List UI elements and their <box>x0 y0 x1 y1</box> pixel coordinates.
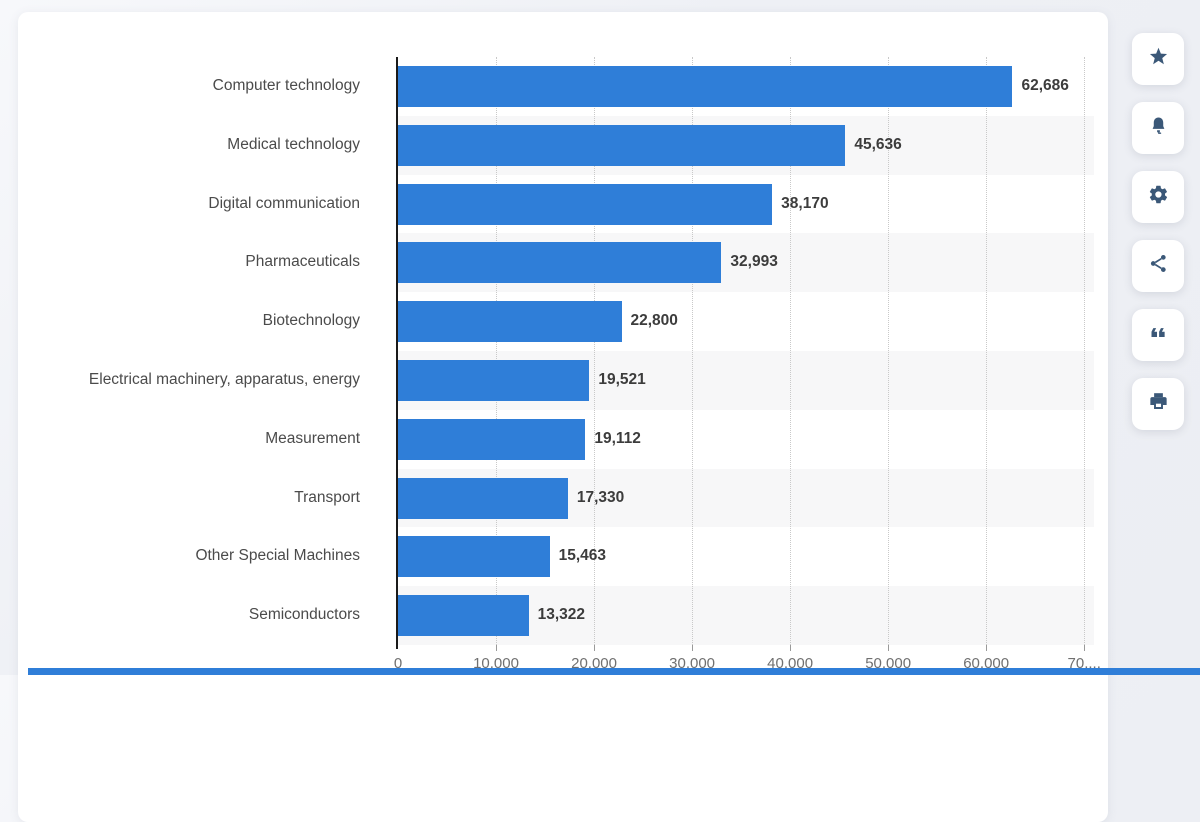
axis-tick <box>692 645 693 651</box>
bar[interactable] <box>398 595 529 636</box>
category-label: Computer technology <box>48 57 378 116</box>
category-label: Digital communication <box>48 175 378 234</box>
bar-value-label: 32,993 <box>730 233 777 292</box>
bar-value-label: 17,330 <box>577 469 624 528</box>
category-label: Biotechnology <box>48 292 378 351</box>
settings-button[interactable] <box>1132 171 1184 223</box>
category-label: Semiconductors <box>48 586 378 645</box>
share-button[interactable] <box>1132 240 1184 292</box>
axis-tick <box>790 645 791 651</box>
bell-icon <box>1148 115 1169 141</box>
axis-tick <box>986 645 987 651</box>
category-label: Medical technology <box>48 116 378 175</box>
favorite-button[interactable] <box>1132 33 1184 85</box>
bar[interactable] <box>398 360 589 401</box>
bar-value-label: 13,322 <box>538 586 585 645</box>
alert-button[interactable] <box>1132 102 1184 154</box>
category-label: Measurement <box>48 410 378 469</box>
cite-button[interactable] <box>1132 309 1184 361</box>
bar[interactable] <box>398 66 1012 107</box>
bar[interactable] <box>398 536 550 577</box>
gear-icon <box>1148 184 1169 210</box>
bottom-accent-bar <box>28 668 1200 675</box>
gridline <box>1084 57 1085 645</box>
bar-value-label: 19,112 <box>594 410 641 469</box>
bar-value-label: 45,636 <box>854 116 901 175</box>
bar-value-label: 22,800 <box>631 292 678 351</box>
bar-value-label: 38,170 <box>781 175 828 234</box>
category-label: Pharmaceuticals <box>48 233 378 292</box>
axis-tick <box>496 645 497 651</box>
gridline <box>986 57 987 645</box>
axis-tick <box>594 645 595 651</box>
quote-icon <box>1148 322 1169 348</box>
star-icon <box>1148 46 1169 72</box>
category-label: Electrical machinery, apparatus, energy <box>48 351 378 410</box>
category-label: Transport <box>48 469 378 528</box>
printer-icon <box>1148 391 1169 417</box>
print-button[interactable] <box>1132 378 1184 430</box>
bar[interactable] <box>398 301 622 342</box>
bar-value-label: 19,521 <box>598 351 645 410</box>
axis-tick <box>1084 645 1085 651</box>
bar[interactable] <box>398 242 721 283</box>
bar[interactable] <box>398 419 585 460</box>
bar[interactable] <box>398 184 772 225</box>
share-icon <box>1148 253 1169 279</box>
bar[interactable] <box>398 478 568 519</box>
bar[interactable] <box>398 125 845 166</box>
bar-value-label: 62,686 <box>1021 57 1068 116</box>
category-label: Other Special Machines <box>48 527 378 586</box>
bar-value-label: 15,463 <box>559 527 606 586</box>
axis-tick <box>888 645 889 651</box>
